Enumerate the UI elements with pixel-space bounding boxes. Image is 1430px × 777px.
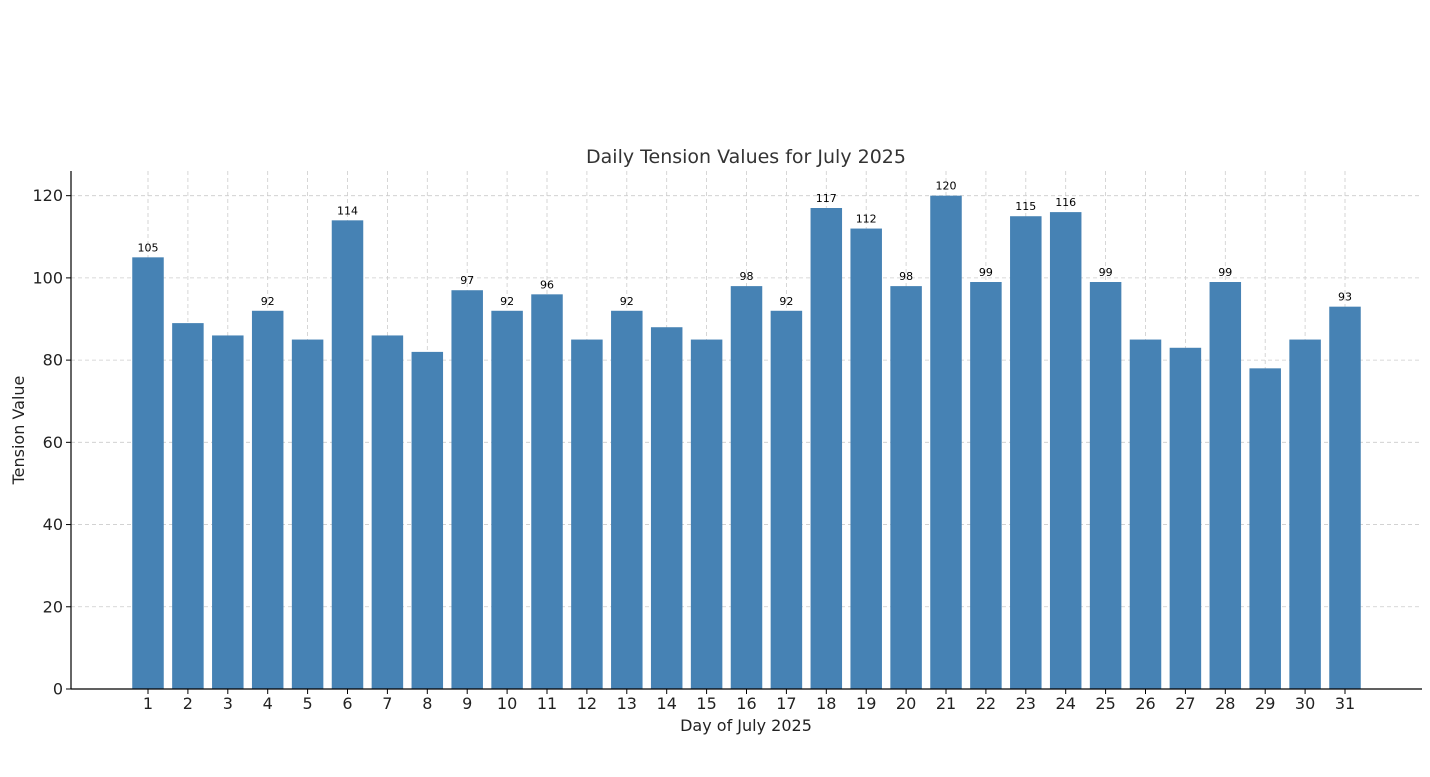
bar-day-29: [1249, 368, 1281, 689]
x-tick-label: 22: [976, 694, 996, 713]
x-tick-label: 9: [462, 694, 472, 713]
data-label-day-28: 99: [1218, 266, 1232, 279]
x-tick-label: 8: [422, 694, 432, 713]
bar-day-2: [172, 323, 204, 689]
x-tick-label: 26: [1135, 694, 1155, 713]
x-tick-label: 29: [1255, 694, 1275, 713]
data-label-day-20: 98: [899, 270, 913, 283]
data-label-day-11: 96: [540, 278, 554, 291]
bar-day-22: [970, 282, 1002, 689]
x-axis-label: Day of July 2025: [680, 716, 812, 735]
x-tick-label: 21: [936, 694, 956, 713]
bar-day-16: [730, 286, 763, 689]
bar-day-3: [212, 335, 244, 689]
bar-day-27: [1169, 347, 1202, 689]
bar-day-13: [611, 310, 643, 689]
x-tick-label: 17: [776, 694, 796, 713]
x-tick-label: 31: [1335, 694, 1355, 713]
data-label-day-13: 92: [620, 295, 634, 308]
bar-day-10: [491, 310, 523, 689]
x-tick-label: 20: [896, 694, 916, 713]
bar-day-20: [890, 286, 922, 689]
x-tick-label: 7: [382, 694, 392, 713]
bar-day-12: [571, 339, 603, 689]
data-label-day-16: 98: [740, 270, 754, 283]
y-tick-label: 40: [43, 515, 63, 534]
data-label-day-23: 115: [1015, 200, 1036, 213]
bar-day-23: [1010, 216, 1042, 689]
y-tick-label: 60: [43, 433, 63, 452]
chart-title: Daily Tension Values for July 2025: [586, 146, 906, 168]
bar-day-4: [251, 310, 284, 689]
y-tick-label: 80: [43, 351, 63, 370]
x-tick-label: 2: [183, 694, 193, 713]
x-tick-label: 10: [497, 694, 517, 713]
x-tick-label: 6: [342, 694, 352, 713]
data-labels: 105 92 114 97 92 96 92 98 92 117 112 98 120 99 115 116 9…: [138, 180, 1353, 308]
x-tick-label: 1: [143, 694, 153, 713]
y-tick-label: 20: [43, 597, 63, 616]
y-tick-label: 0: [53, 680, 63, 699]
y-tick-label: 100: [32, 268, 63, 287]
y-tick-label: 120: [32, 186, 63, 205]
x-tick-label: 3: [223, 694, 233, 713]
x-tick-label: 11: [537, 694, 557, 713]
data-label-day-4: 92: [261, 295, 275, 308]
x-tick-label: 13: [617, 694, 637, 713]
data-label-day-24: 116: [1055, 196, 1076, 209]
bar-day-19: [850, 228, 882, 690]
bar-day-14: [650, 327, 683, 689]
data-label-day-1: 105: [138, 241, 159, 254]
x-tick-label: 14: [657, 694, 677, 713]
data-label-day-21: 120: [936, 180, 957, 193]
bar-day-11: [531, 294, 563, 689]
x-tick-label: 27: [1175, 694, 1195, 713]
x-tick-label: 23: [1016, 694, 1036, 713]
bar-day-26: [1129, 339, 1162, 689]
data-label-day-19: 112: [856, 213, 877, 226]
bar-day-31: [1329, 306, 1361, 689]
bar-day-30: [1289, 339, 1321, 689]
bar-day-7: [371, 335, 404, 689]
data-label-day-9: 97: [460, 274, 474, 287]
x-tick-label: 24: [1056, 694, 1076, 713]
bar-day-5: [291, 339, 324, 689]
bar-day-1: [132, 257, 164, 689]
x-tick-label: 16: [736, 694, 756, 713]
bar-day-24: [1049, 212, 1082, 689]
bar-day-15: [690, 339, 723, 689]
bar-day-6: [331, 220, 364, 690]
x-tick-label: 19: [856, 694, 876, 713]
x-tick-label: 12: [577, 694, 597, 713]
bar-day-9: [451, 290, 483, 689]
bars: [132, 195, 1361, 690]
x-tick-label: 5: [303, 694, 313, 713]
data-label-day-25: 99: [1099, 266, 1113, 279]
y-axis-label: Tension Value: [9, 376, 28, 486]
bar-day-28: [1209, 282, 1242, 689]
x-tick-label: 25: [1095, 694, 1115, 713]
bar-day-21: [930, 195, 962, 689]
data-label-day-22: 99: [979, 266, 993, 279]
x-tick-label: 4: [263, 694, 273, 713]
bar-day-25: [1089, 282, 1122, 689]
data-label-day-17: 92: [779, 295, 793, 308]
data-label-day-10: 92: [500, 295, 514, 308]
x-tick-label: 18: [816, 694, 836, 713]
bar-day-8: [411, 351, 444, 689]
bar-day-18: [810, 208, 843, 689]
data-label-day-6: 114: [337, 204, 358, 217]
bar-day-17: [770, 310, 803, 689]
x-tick-label: 28: [1215, 694, 1235, 713]
data-label-day-18: 117: [816, 192, 837, 205]
data-label-day-31: 93: [1338, 291, 1352, 304]
x-tick-label: 15: [696, 694, 716, 713]
x-tick-label: 30: [1295, 694, 1315, 713]
